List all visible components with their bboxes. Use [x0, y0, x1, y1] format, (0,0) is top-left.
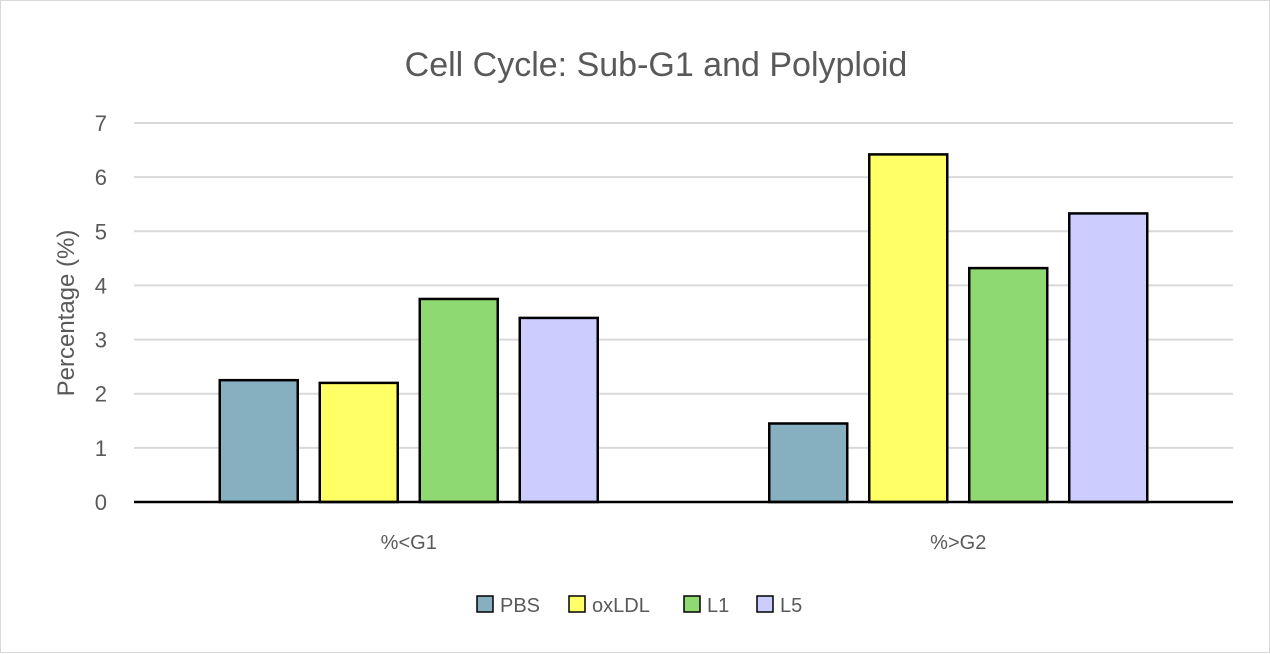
- legend-swatch-PBS: [476, 595, 494, 613]
- bar-L5-1: [1068, 212, 1149, 504]
- legend-label-PBS: PBS: [500, 595, 540, 617]
- bar-L5-0: [518, 316, 599, 504]
- gridlines: [134, 122, 1233, 449]
- y-tick-label: 3: [95, 328, 107, 353]
- bar-oxLDL-0: [318, 381, 399, 504]
- bar-L1-0: [418, 297, 499, 504]
- bars: [218, 153, 1149, 504]
- y-tick-label: 0: [95, 490, 107, 515]
- legend: PBS oxLDL L1 L5: [476, 595, 802, 617]
- legend-swatch-L5: [756, 595, 774, 613]
- y-tick-label: 1: [95, 436, 107, 461]
- y-tick-label: 5: [95, 219, 107, 244]
- x-category-label: %>G2: [930, 532, 986, 554]
- y-axis-title: Percentage (%): [53, 230, 80, 397]
- chart-title: Cell Cycle: Sub-G1 and Polyploid: [405, 46, 908, 84]
- x-axis-categories: %<G1 %>G2: [381, 532, 987, 554]
- legend-label-L1: L1: [707, 595, 729, 617]
- legend-swatch-oxLDL: [568, 595, 586, 613]
- bar-PBS-0: [218, 378, 299, 504]
- legend-swatch-L1: [683, 595, 701, 613]
- y-tick-label: 7: [95, 111, 107, 136]
- y-tick-label: 2: [95, 382, 107, 407]
- legend-label-oxLDL: oxLDL: [592, 595, 650, 617]
- bar-PBS-1: [768, 422, 849, 504]
- bar-L1-1: [968, 266, 1049, 504]
- y-tick-label: 4: [95, 273, 107, 298]
- y-axis-ticks: 0 1 2 3 4 5 6 7: [95, 111, 107, 515]
- legend-label-L5: L5: [780, 595, 802, 617]
- x-category-label: %<G1: [381, 532, 437, 554]
- bar-oxLDL-1: [868, 153, 949, 504]
- y-tick-label: 6: [95, 165, 107, 190]
